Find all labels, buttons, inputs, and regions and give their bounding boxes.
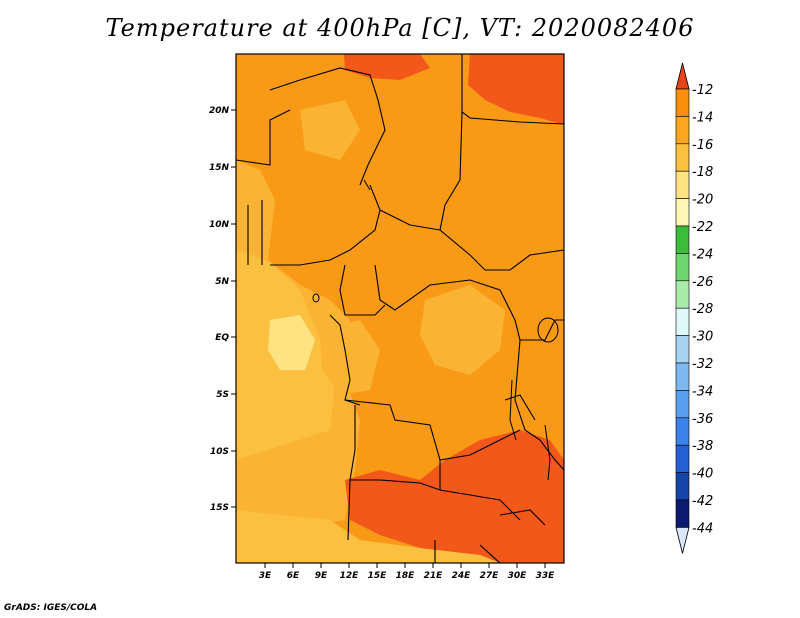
lon-label: 9E [315, 571, 328, 581]
field-coolest-patch [268, 315, 315, 370]
border-namibia [350, 479, 441, 491]
lon-label: 3E [259, 571, 272, 581]
lat-label: 10S [210, 447, 229, 457]
colorbar-label: -26 [692, 275, 713, 290]
colorbar-label: -12 [692, 83, 713, 98]
border-niger [269, 67, 386, 186]
colorbar-label: -40 [692, 467, 713, 482]
border-mali [236, 109, 291, 166]
border-uganda [520, 319, 564, 341]
border-angola-drc [344, 399, 521, 461]
colorbar-label: -16 [692, 138, 713, 153]
field-cool-sahara [300, 100, 360, 160]
lon-label: 12E [340, 571, 360, 581]
field-warm-ne [468, 54, 564, 125]
colorbar-swatch [675, 362, 690, 391]
colorbar-swatch [675, 116, 690, 145]
field-cool-central [420, 285, 505, 375]
border-car-drc [374, 264, 516, 321]
colorbar-label: -36 [692, 412, 713, 427]
longitude-labels: 3E 6E 9E 12E 15E 18E 21E 24E 27E 30E 33E [259, 571, 555, 581]
colorbar-swatch [675, 417, 690, 446]
colorbar-swatch [675, 88, 690, 117]
lat-label: 15N [209, 163, 230, 173]
border-sudan-south [439, 111, 564, 271]
lake-chad [363, 179, 371, 191]
border-cameroon [339, 264, 386, 316]
colorbar-label: -28 [692, 302, 713, 317]
lon-label: 30E [508, 571, 528, 581]
colorbar-label: -32 [692, 357, 713, 372]
border-chad-car [379, 209, 441, 231]
lon-label: 18E [396, 571, 416, 581]
colorbar-label: -34 [692, 384, 713, 399]
colorbar-label: -38 [692, 439, 713, 454]
field-cool-southwest [236, 510, 500, 563]
temperature-field [236, 54, 564, 563]
colorbar-swatch [675, 390, 690, 419]
colorbar-swatch [675, 307, 690, 336]
lake-victoria [537, 317, 559, 343]
lat-label: 20N [209, 106, 230, 116]
lake-small [312, 293, 320, 303]
lake-malawi [544, 424, 551, 481]
colorbar-swatch [675, 253, 690, 282]
colorbar-label: -24 [692, 247, 713, 262]
lon-label: 21E [424, 571, 444, 581]
lat-label: EQ [215, 333, 229, 343]
colorbar-swatch [675, 198, 690, 227]
lat-label: 15S [210, 503, 229, 513]
field-cool-congo [320, 320, 380, 395]
colorbar-label: -42 [692, 494, 713, 509]
lon-label: 6E [287, 571, 300, 581]
country-borders [236, 54, 564, 563]
lon-label: 27E [480, 571, 500, 581]
colorbar-label: -20 [692, 193, 713, 208]
colorbar-swatch [675, 444, 690, 473]
lat-label: 5S [216, 390, 229, 400]
colorbar-swatch [675, 280, 690, 309]
colorbar-label: -14 [692, 110, 713, 125]
border-mozambique [499, 509, 546, 526]
colorbar-swatch [675, 499, 690, 528]
border-zambia [439, 460, 521, 521]
lake-tanganyika [509, 379, 517, 441]
lat-label: 5N [215, 277, 229, 287]
grads-credit: GrADS: IGES/COLA [4, 603, 98, 613]
lon-label: 33E [536, 571, 556, 581]
colorbar-label: -44 [692, 521, 713, 536]
colorbar-swatch [675, 143, 690, 172]
latitude-labels: 20N 15N 10N 5N EQ 5S 10S 15S [209, 106, 230, 513]
lon-label: 24E [452, 571, 472, 581]
lat-label: 10N [209, 220, 230, 230]
border-egypt-sudan [461, 54, 564, 125]
border-south [434, 540, 501, 563]
border-benin-togo [247, 200, 263, 265]
colorbar-swatch [675, 335, 690, 364]
colorbar-top-arrow [675, 62, 690, 90]
colorbar-label: -18 [692, 165, 713, 180]
colorbar-label: -22 [692, 220, 713, 235]
colorbar-swatch [675, 225, 690, 254]
axis-ticks [231, 109, 546, 568]
colorbar-label: -30 [692, 330, 713, 345]
field-warm-south [345, 430, 564, 563]
map-frame [235, 53, 565, 564]
border-gabon-congo [329, 314, 361, 406]
lon-label: 15E [368, 571, 388, 581]
map-title: Temperature at 400hPa [C], VT: 202008240… [105, 14, 695, 42]
colorbar-bottom-arrow [675, 527, 690, 554]
colorbar-swatch [675, 472, 690, 501]
lakes [312, 179, 559, 481]
border-angola-west [347, 405, 356, 541]
border-tanzania [504, 394, 536, 421]
colorbar: -12 -14 -16 -18 -20 -22 -24 -26 -28 -30 -32 -34 -36 -… [675, 62, 713, 554]
colorbar-swatch [675, 170, 690, 199]
